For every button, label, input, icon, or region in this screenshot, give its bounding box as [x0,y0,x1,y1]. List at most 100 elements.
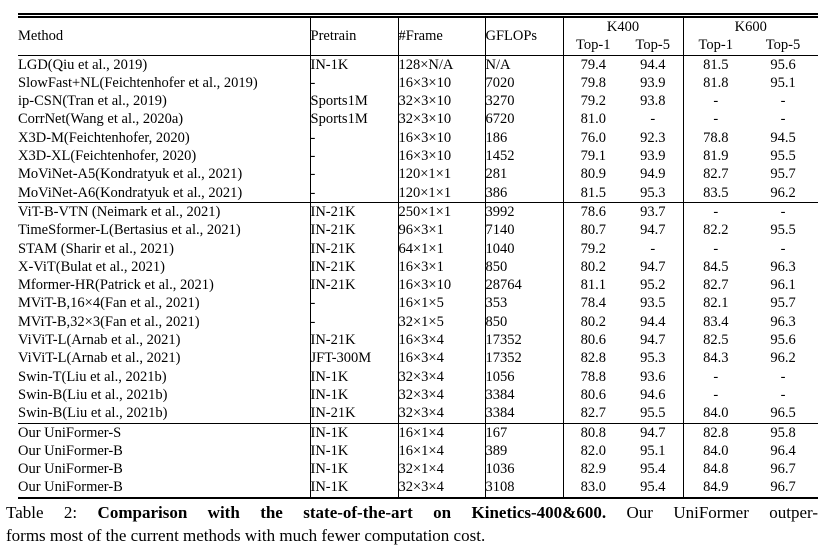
cell-k600_top5: 95.6 [770,332,796,349]
cell-k400_top5: 94.7 [640,332,666,349]
cell-gflops: 167 [484,423,563,442]
cell-k400_top5: 92.3 [640,129,666,146]
results-table: Method Pretrain #Frame GFLOPs K400 K600 … [18,13,819,499]
group-header-k600: K600 [682,15,819,37]
cell-pretrain: IN-21K [309,331,398,350]
table-row: Swin-T(Liu et al., 2021b) IN-1K 32×3×4 1056… [18,367,818,386]
cell-k400_top5: 94.4 [640,313,666,330]
cell-k400_top5: 95.3 [640,350,666,367]
table-row: LGD(Qiu et al., 2019) IN-1K 128×N/A N/A 79.4… [18,55,818,74]
cell-gflops: 353 [484,294,563,313]
cell-k400_top5: 94.4 [640,56,666,73]
cell-k600_top5: 95.1 [770,74,796,91]
cell-k400_top1: 82.9 [562,460,623,479]
cell-gflops: 1452 [484,147,563,166]
table-row: ip-CSN(Tran et al., 2019) Sports1M 32×3×10… [18,92,818,111]
caption-text-line1: Our UniFormer outper- [626,503,819,522]
cell-pretrain: IN-1K [309,423,398,442]
cell-frame: 16×3×10 [397,73,485,93]
cell-k400_top1: 79.4 [562,55,623,74]
cell-k600_top5: 95.6 [770,56,796,73]
cell-gflops: 1040 [484,239,563,258]
cell-k400_top5: 94.7 [640,258,666,275]
cell-k400_top1: 79.1 [562,147,623,166]
cell-pretrain: IN-21K [309,221,398,240]
cell-pretrain: IN-1K [309,385,398,405]
cell-frame: 16×1×4 [397,423,485,442]
cell-k400_top1: 80.2 [562,312,623,332]
cell-k600_top5: - [780,111,786,128]
cell-method: Swin-B(Liu et al., 2021b) [18,405,168,422]
cell-frame: 32×3×4 [397,478,485,498]
cell-gflops: 7020 [484,73,563,93]
cell-method: X3D-M(Feichtenhofer, 2020) [18,129,190,146]
col-header-pretrain: Pretrain [309,15,398,56]
cell-gflops: 3992 [484,202,563,222]
cell-pretrain: JFT-300M [309,349,398,368]
cell-method: Swin-B(Liu et al., 2021b) [18,386,168,403]
cell-k600_top5: 95.7 [770,166,796,183]
cell-method: MoViNet-A5(Kondratyuk et al., 2021) [18,166,243,183]
cell-k400_top1: 79.2 [562,92,623,111]
cell-k400_top5: 95.4 [640,461,666,478]
cell-k600_top1: 81.5 [682,55,749,74]
cell-k600_top1: 84.5 [682,257,749,277]
cell-gflops: 386 [484,183,563,203]
cell-k400_top5: 93.8 [640,93,666,110]
table-caption: Table 2: Comparison with the state-of-th… [6,502,818,547]
cell-gflops: N/A [484,55,563,74]
cell-k600_top1: - [682,202,749,222]
cell-gflops: 7140 [484,221,563,240]
table-container: Method Pretrain #Frame GFLOPs K400 K600 … [18,13,819,499]
cell-frame: 16×3×4 [397,331,485,350]
table-row: Our UniFormer-B IN-1K 32×3×4 3108 83.0 95.4 84… [18,478,818,498]
cell-k400_top1: 79.8 [562,73,623,93]
cell-frame: 32×3×4 [397,385,485,405]
cell-frame: 16×3×10 [397,128,485,148]
cell-k600_top1: 83.4 [682,312,749,332]
cell-k600_top5: - [780,368,786,385]
cell-k600_top1: 84.0 [682,441,749,461]
cell-k600_top1: 78.8 [682,128,749,148]
header-row-sub: Top-1 Top-5 Top-1 Top-5 [18,36,818,56]
subheader-top5-k600: Top-5 [765,37,801,54]
cell-frame: 120×1×1 [397,183,485,203]
cell-frame: 64×1×1 [397,239,485,258]
cell-frame: 96×3×1 [397,221,485,240]
cell-method: Mformer-HR(Patrick et al., 2021) [18,277,214,294]
cell-pretrain: IN-21K [309,202,398,222]
cell-k600_top1: 84.3 [682,349,749,368]
cell-k600_top5: 95.7 [770,295,796,312]
cell-k600_top5: 94.5 [770,129,796,146]
cell-k400_top1: 80.6 [562,331,623,350]
cell-k600_top5: - [780,203,786,220]
cell-gflops: 1056 [484,367,563,386]
cell-method: Our UniFormer-S [18,424,122,441]
table-row: MoViNet-A5(Kondratyuk et al., 2021) -120×… [18,165,818,184]
cell-k600_top1: 82.7 [682,276,749,295]
cell-k400_top1: 80.2 [562,257,623,277]
cell-method: STAM (Sharir et al., 2021) [18,240,174,257]
table-row: Our UniFormer-B IN-1K 16×1×4 389 82.0 95.1 84.… [18,441,818,461]
cell-k400_top5: 93.7 [640,203,666,220]
cell-k400_top5: 95.1 [640,442,666,459]
cell-k400_top5: 94.9 [640,166,666,183]
cell-frame: 16×1×5 [397,294,485,313]
cell-gflops: 850 [484,312,563,332]
cell-k600_top5: - [780,93,786,110]
cell-pretrain: IN-1K [309,478,398,498]
cell-k400_top5: - [650,240,656,257]
cell-k400_top1: 80.9 [562,165,623,184]
subheader-top1-k400: Top-1 [562,36,623,56]
cell-k600_top1: 82.8 [682,423,749,442]
cell-k400_top1: 80.6 [562,385,623,405]
cell-frame: 32×3×4 [397,404,485,424]
table-row: MViT-B,32×3(Fan et al., 2021) -32×1×5 850 8… [18,312,818,332]
cell-k600_top5: 96.4 [770,442,796,459]
cell-k400_top5: 95.3 [640,184,666,201]
table-row: Our UniFormer-S IN-1K 16×1×4 167 80.8 94.7 82.… [18,423,818,442]
cell-k600_top1: 82.2 [682,221,749,240]
cell-k600_top5: 95.8 [770,424,796,441]
table-row: X-ViT(Bulat et al., 2021) IN-21K 16×3×1 850… [18,257,818,277]
